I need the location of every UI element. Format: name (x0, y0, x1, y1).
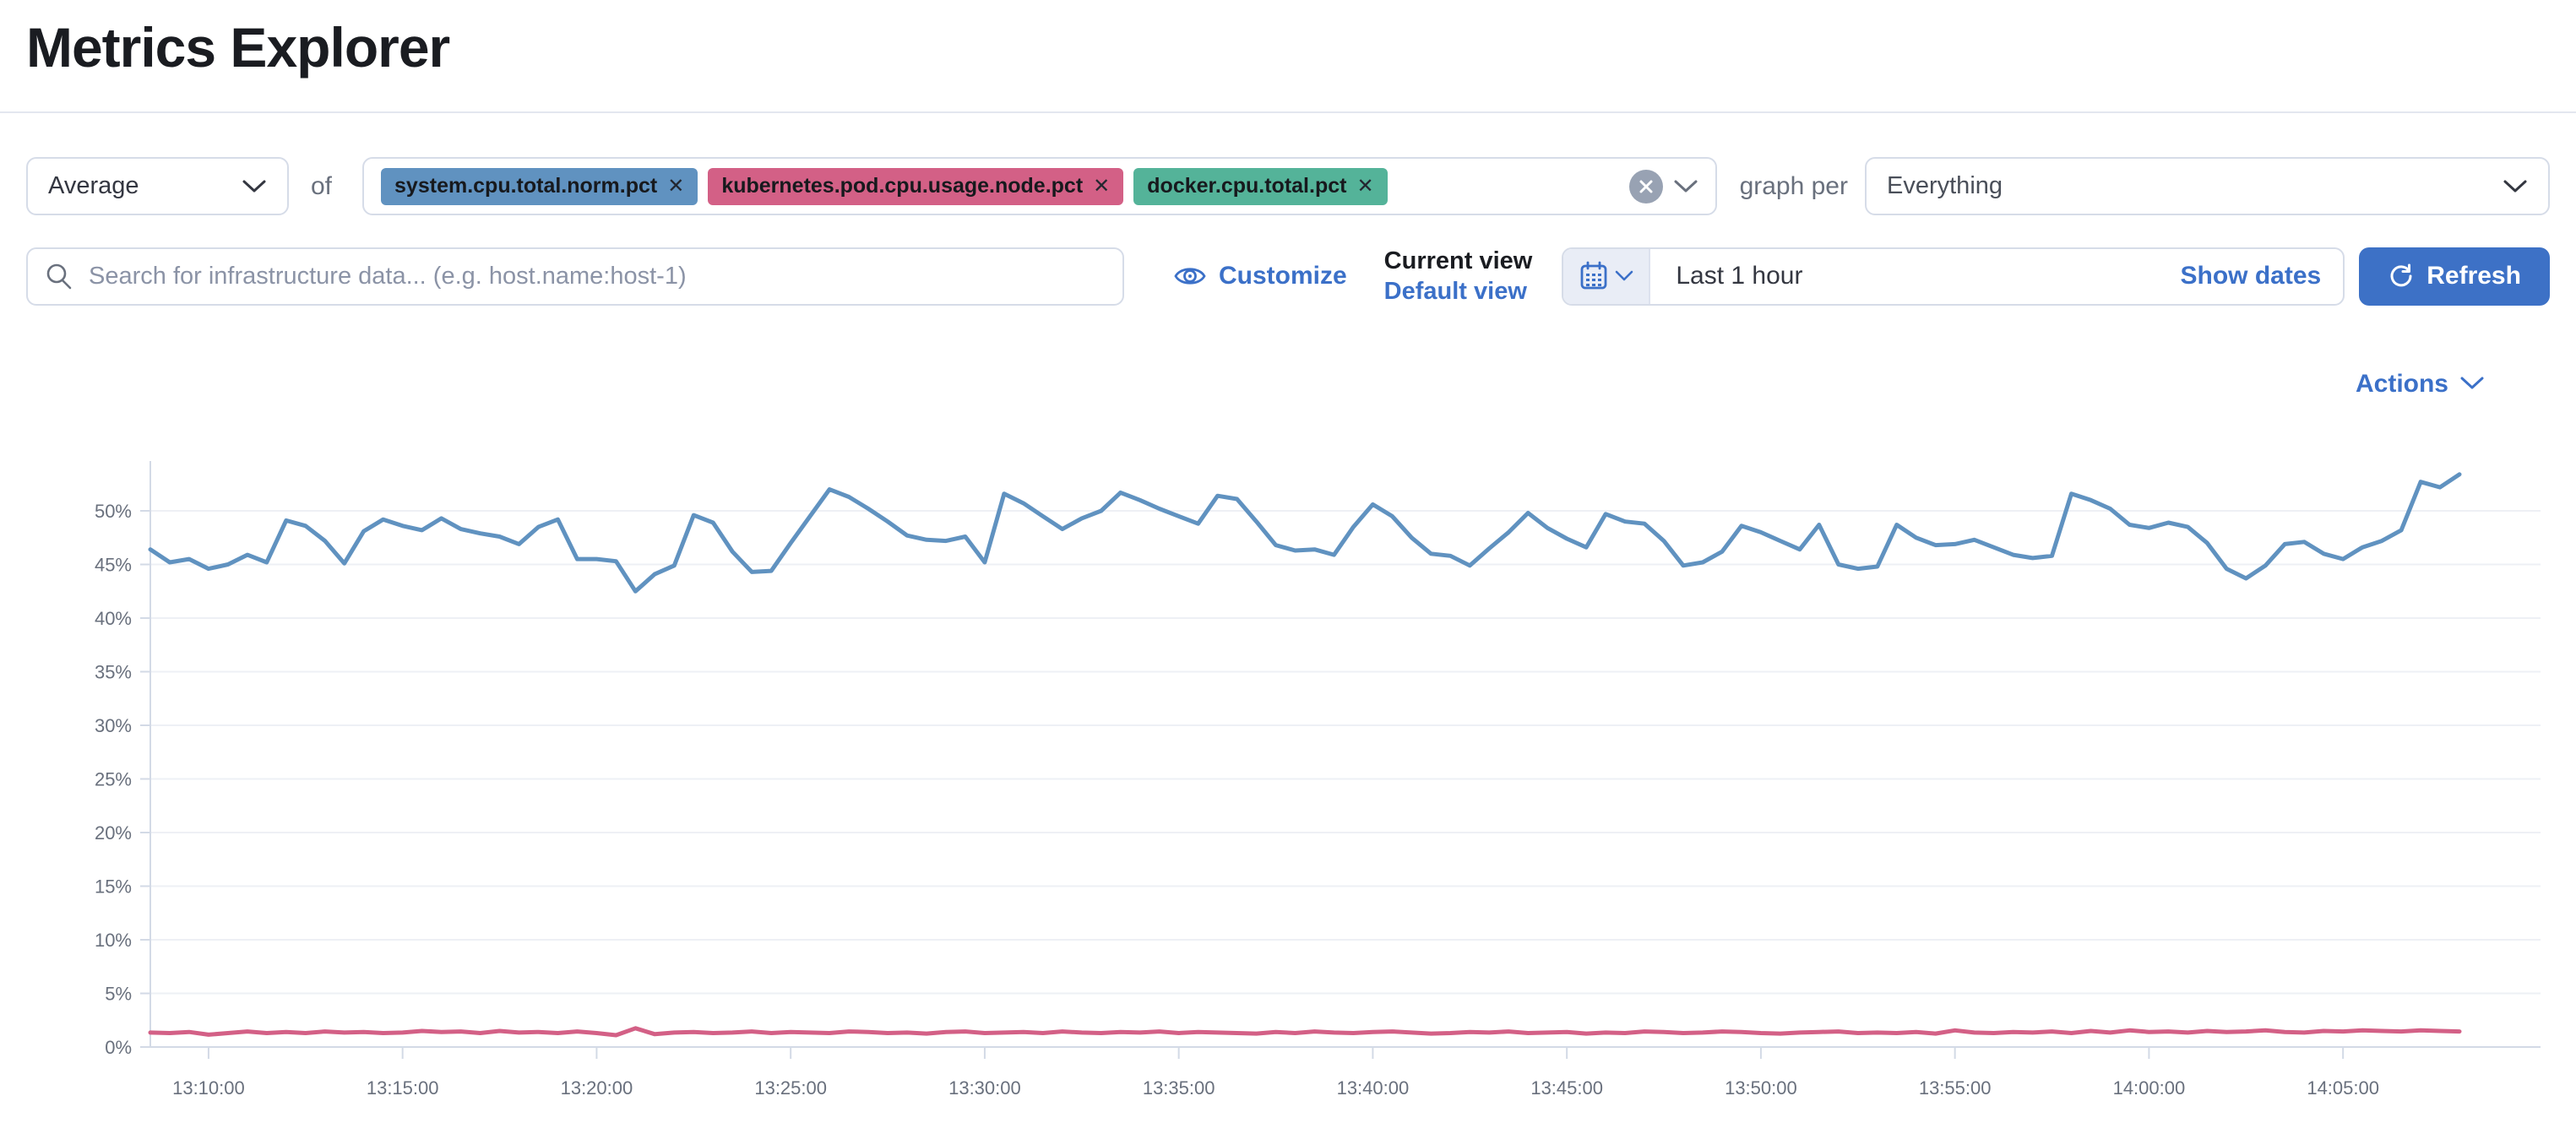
remove-metric-icon[interactable]: ✕ (1356, 175, 1374, 198)
x-axis-tick-label: 13:55:00 (1919, 1077, 1992, 1099)
refresh-label: Refresh (2427, 262, 2521, 290)
saved-view-block: Current view Default view (1384, 246, 1533, 307)
x-axis-tick-label: 13:35:00 (1143, 1077, 1215, 1099)
quick-select-button[interactable] (1563, 248, 1651, 304)
x-axis-tick-label: 13:25:00 (754, 1077, 827, 1099)
x-axis-tick-label: 13:40:00 (1337, 1077, 1410, 1099)
y-axis-tick-label: 5% (105, 984, 132, 1005)
customize-label: Customize (1218, 262, 1347, 290)
remove-metric-icon[interactable]: ✕ (667, 175, 685, 198)
of-label: of (311, 171, 333, 200)
y-axis-tick-label: 0% (105, 1037, 132, 1058)
actions-label: Actions (2355, 369, 2448, 398)
date-picker: Last 1 hour Show dates (1562, 247, 2345, 306)
y-axis-tick-label: 15% (95, 876, 132, 898)
chevron-down-icon (2503, 180, 2527, 192)
x-axis-tick-label: 13:50:00 (1725, 1077, 1797, 1099)
metric-badge-label: kubernetes.pod.cpu.usage.node.pct (721, 174, 1084, 198)
x-axis-tick-label: 14:00:00 (2113, 1077, 2186, 1099)
calendar-icon (1580, 261, 1607, 290)
customize-button[interactable]: Customize (1173, 262, 1347, 290)
search-input[interactable] (87, 261, 1106, 291)
series-line-kubernetes.pod.cpu.usage.node.pct (148, 1026, 2462, 1038)
chevron-down-icon[interactable] (1673, 179, 1698, 194)
search-icon (46, 263, 72, 290)
current-view-label: Current view (1383, 247, 1533, 274)
search-row: Customize Current view Default view (26, 246, 2550, 307)
x-axis-tick-label: 13:15:00 (367, 1077, 439, 1099)
x-axis-tick-label: 14:05:00 (2307, 1077, 2379, 1099)
remove-metric-icon[interactable]: ✕ (1093, 175, 1111, 198)
time-range-value[interactable]: Last 1 hour (1676, 262, 1803, 290)
metric-badge-label: system.cpu.total.norm.pct (394, 174, 658, 198)
metric-badge[interactable]: system.cpu.total.norm.pct ✕ (381, 167, 698, 205)
aggregation-select[interactable]: Average (26, 157, 289, 215)
x-axis-tick-label: 13:20:00 (561, 1077, 633, 1099)
metrics-line-chart: 0% 5% 10% 15% 20% 25% 30% 35% 40% 45% 50% 13:10:00 1… (95, 461, 2541, 1099)
clear-metrics-icon[interactable] (1628, 169, 1663, 203)
metric-badge-label: docker.cpu.total.pct (1147, 174, 1347, 198)
group-by-value: Everything (1887, 172, 2003, 199)
metric-badge-list: system.cpu.total.norm.pct ✕ kubernetes.pod… (381, 167, 1619, 205)
eye-icon (1174, 268, 1206, 285)
aggregation-value: Average (48, 172, 139, 199)
actions-menu-button[interactable]: Actions (2356, 370, 2484, 399)
group-by-select[interactable]: Everything (1865, 157, 2550, 215)
series-line-system.cpu.total.norm.pct (148, 472, 2462, 594)
y-axis-tick-label: 35% (95, 662, 132, 683)
search-box[interactable] (26, 247, 1124, 306)
graph-per-label: graph per (1739, 171, 1848, 200)
refresh-icon (2390, 263, 2412, 287)
chart-header: Actions (26, 370, 2550, 399)
x-axis-tick-label: 13:30:00 (948, 1077, 1021, 1099)
metric-badge[interactable]: docker.cpu.total.pct ✕ (1133, 167, 1388, 205)
default-view-link[interactable]: Default view (1383, 278, 1527, 306)
chevron-down-icon (2460, 377, 2484, 389)
refresh-button[interactable]: Refresh (2359, 247, 2550, 306)
y-axis-tick-label: 10% (95, 930, 132, 951)
chevron-down-icon (242, 180, 266, 192)
metric-badge[interactable]: kubernetes.pod.cpu.usage.node.pct ✕ (708, 167, 1124, 205)
y-axis-tick-label: 25% (95, 769, 132, 790)
x-axis-tick-label: 13:45:00 (1530, 1077, 1603, 1099)
metrics-explorer-page: Metrics Explorer Average of system.cpu.t… (0, 15, 2576, 399)
x-axis-tick-label: 13:10:00 (172, 1077, 245, 1099)
show-dates-link[interactable]: Show dates (2180, 262, 2322, 290)
chevron-down-icon (1615, 270, 1633, 281)
y-axis-tick-label: 30% (95, 715, 132, 736)
y-axis-tick-label: 45% (95, 555, 132, 576)
metrics-chart-area: 0% 5% 10% 15% 20% 25% 30% 35% 40% 45% 50% 13:10:00 1… (0, 454, 2576, 1113)
y-axis-tick-label: 50% (95, 501, 132, 522)
y-axis-tick-label: 20% (95, 822, 132, 844)
x-icon (1639, 180, 1653, 193)
y-axis-tick-label: 40% (95, 608, 132, 629)
metric-controls-row: Average of system.cpu.total.norm.pct ✕ kub… (26, 157, 2550, 215)
metrics-combobox[interactable]: system.cpu.total.norm.pct ✕ kubernetes.pod… (362, 157, 1717, 215)
header-divider (0, 111, 2576, 113)
page-title: Metrics Explorer (26, 16, 450, 79)
